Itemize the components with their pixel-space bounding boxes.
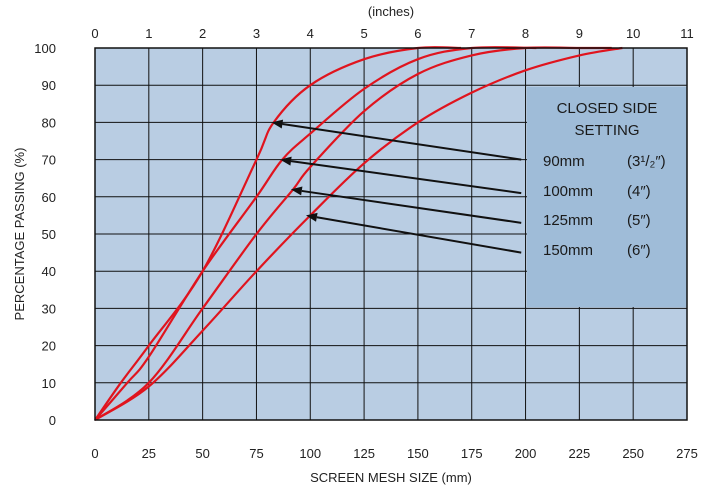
- legend: CLOSED SIDE SETTING 90mm (3¹/₂″) 100mm (4″) 12…: [543, 100, 666, 259]
- top-tick-label: 5: [360, 26, 367, 41]
- top-tick-label: 10: [626, 26, 640, 41]
- x-tick-label: 25: [142, 446, 156, 461]
- legend-box: [527, 87, 687, 307]
- x-axis-title: SCREEN MESH SIZE (mm): [310, 470, 472, 485]
- arrow-line-4: [316, 216, 522, 254]
- legend-label-mm: 125mm: [543, 212, 593, 229]
- y-tick-label: 60: [42, 190, 56, 205]
- top-tick-label: 9: [576, 26, 583, 41]
- series-line-90mm: [94, 46, 462, 421]
- arrow-line-2: [290, 160, 522, 195]
- legend-label-inch: (6″): [627, 242, 651, 259]
- x-tick-label: 200: [515, 446, 537, 461]
- y-tick-label: 50: [42, 227, 56, 242]
- top-tick-label: 2: [199, 26, 206, 41]
- series-line-150mm: [94, 46, 623, 421]
- arrow-head-4: [305, 212, 318, 222]
- top-tick-label: 0: [91, 26, 98, 41]
- top-axis-title: (inches): [368, 4, 414, 19]
- y-tick-label: 80: [42, 115, 56, 130]
- top-tick-label: 11: [680, 26, 694, 41]
- top-tick-label: 3: [253, 26, 260, 41]
- top-tick-label: 8: [522, 26, 529, 41]
- x-tick-label: 150: [407, 446, 429, 461]
- legend-label-inch: (5″): [627, 212, 651, 229]
- y-axis-title: PERCENTAGE PASSING (%): [12, 148, 27, 321]
- y-tick-label: 10: [42, 376, 56, 391]
- arrow-head-2: [280, 156, 292, 166]
- legend-label-mm: 150mm: [543, 242, 593, 259]
- arrow-line-1: [282, 123, 522, 161]
- legend-title-line: SETTING: [574, 122, 639, 139]
- arrow-head-3: [290, 186, 303, 196]
- y-tick-label: 20: [42, 339, 56, 354]
- y-tick-label: 40: [42, 264, 56, 279]
- y-tick-label: 100: [34, 41, 56, 56]
- arrow-line-3: [301, 189, 522, 224]
- x-tick-label: 125: [353, 446, 375, 461]
- plot-border: [94, 47, 688, 421]
- series-line-100mm: [94, 46, 537, 421]
- x-tick-label: 225: [569, 446, 591, 461]
- legend-label-inch: (3¹/₂″): [627, 153, 666, 170]
- x-tick-label: 0: [91, 446, 98, 461]
- top-tick-label: 6: [414, 26, 421, 41]
- x-tick-label: 275: [676, 446, 698, 461]
- x-tick-label: 100: [299, 446, 321, 461]
- x-tick-label: 250: [622, 446, 644, 461]
- x-tick-label: 75: [249, 446, 263, 461]
- top-tick-label: 1: [145, 26, 152, 41]
- y-tick-label: 0: [49, 413, 56, 428]
- legend-label-mm: 90mm: [543, 153, 585, 170]
- top-tick-label: 4: [307, 26, 314, 41]
- y-tick-label: 30: [42, 301, 56, 316]
- y-tick-label: 70: [42, 153, 56, 168]
- arrow-head-1: [271, 119, 284, 129]
- legend-label-inch: (4″): [627, 183, 651, 200]
- legend-title-line: CLOSED SIDE: [557, 100, 658, 117]
- top-tick-label: 7: [468, 26, 475, 41]
- x-tick-label: 175: [461, 446, 483, 461]
- arrows: [271, 119, 522, 254]
- x-tick-label: 50: [195, 446, 209, 461]
- legend-label-mm: 100mm: [543, 183, 593, 200]
- y-tick-label: 90: [42, 78, 56, 93]
